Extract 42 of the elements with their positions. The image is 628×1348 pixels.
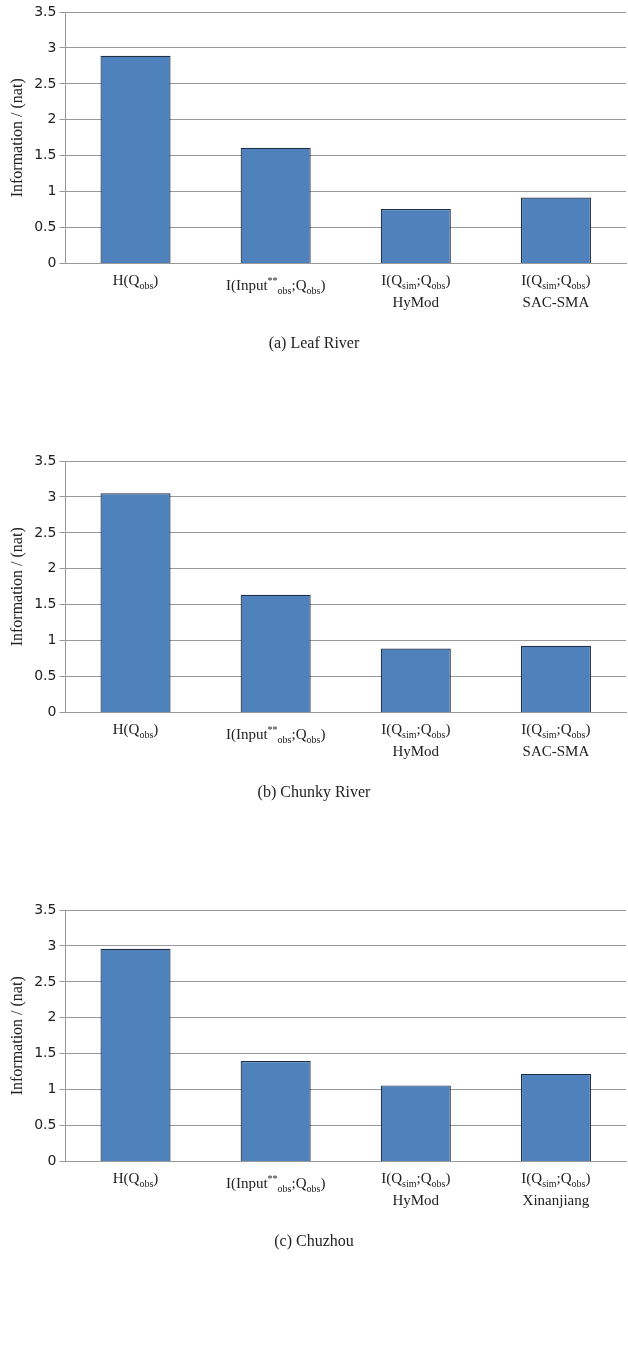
x-tick-label: I(Q$_{sim}$;Q$_{obs}$) HyMod [381,1169,451,1209]
y-tick-label: 3 [47,38,57,55]
x-tick-label: H(Q$_{obs}$) [112,271,159,293]
y-axis-title: Information / (nat) [7,976,26,1096]
y-tick-label: 2.5 [34,74,57,91]
y-tick-label: 2.5 [34,972,57,989]
y-tick-label: 2 [47,110,57,127]
x-tick-label: I(Q$_{sim}$;Q$_{obs}$) HyMod [381,720,451,760]
y-tick-label: 0.5 [34,218,57,235]
y-tick-label: 1.5 [34,1044,57,1061]
y-tick-label: 0 [47,703,57,720]
y-tick-label: 3 [47,487,57,504]
y-tick-label: 0.5 [34,1116,57,1133]
y-tick-label: 1.5 [34,146,57,163]
x-tick-label: I(Q$_{sim}$;Q$_{obs}$) SAC-SMA [521,720,591,760]
y-tick-label: 1 [47,1080,57,1097]
y-tick-label: 2.5 [34,523,57,540]
y-tick-label: 0 [47,1152,57,1169]
y-tick-label: 0.5 [34,667,57,684]
x-tick-label: I(Q$_{sim}$;Q$_{obs}$) SAC-SMA [521,271,591,311]
x-tick-label: I(Input$^{**}$$_{obs}$;Q$_{obs}$) [225,1171,326,1196]
y-tick-label: 1 [47,631,57,648]
x-tick-label: I(Input$^{**}$$_{obs}$;Q$_{obs}$) [225,722,326,747]
y-tick-label: 1.5 [34,595,57,612]
y-tick-label: 2 [47,1008,57,1025]
text: (c) Chuzhou [273,1231,355,1250]
text: (a) Leaf River [267,333,361,352]
x-tick-label: I(Input$^{**}$$_{obs}$;Q$_{obs}$) [225,273,326,298]
x-tick-label: I(Q$_{sim}$;Q$_{obs}$) HyMod [381,271,451,311]
x-tick-label: H(Q$_{obs}$) [112,1169,159,1191]
x-tick-label: H(Q$_{obs}$) [112,720,159,742]
y-tick-label: 3.5 [34,2,57,19]
y-axis-title: Information / (nat) [7,527,26,647]
y-tick-label: 3.5 [34,900,57,917]
text: (b) Chunky River [256,782,372,801]
y-tick-label: 3.5 [34,451,57,468]
y-tick-label: 1 [47,182,57,199]
y-tick-label: 0 [47,254,57,271]
x-tick-label: I(Q$_{sim}$;Q$_{obs}$) Xinanjiang [521,1169,591,1209]
y-tick-label: 2 [47,559,57,576]
y-axis-title: Information / (nat) [7,78,26,198]
y-tick-label: 3 [47,936,57,953]
